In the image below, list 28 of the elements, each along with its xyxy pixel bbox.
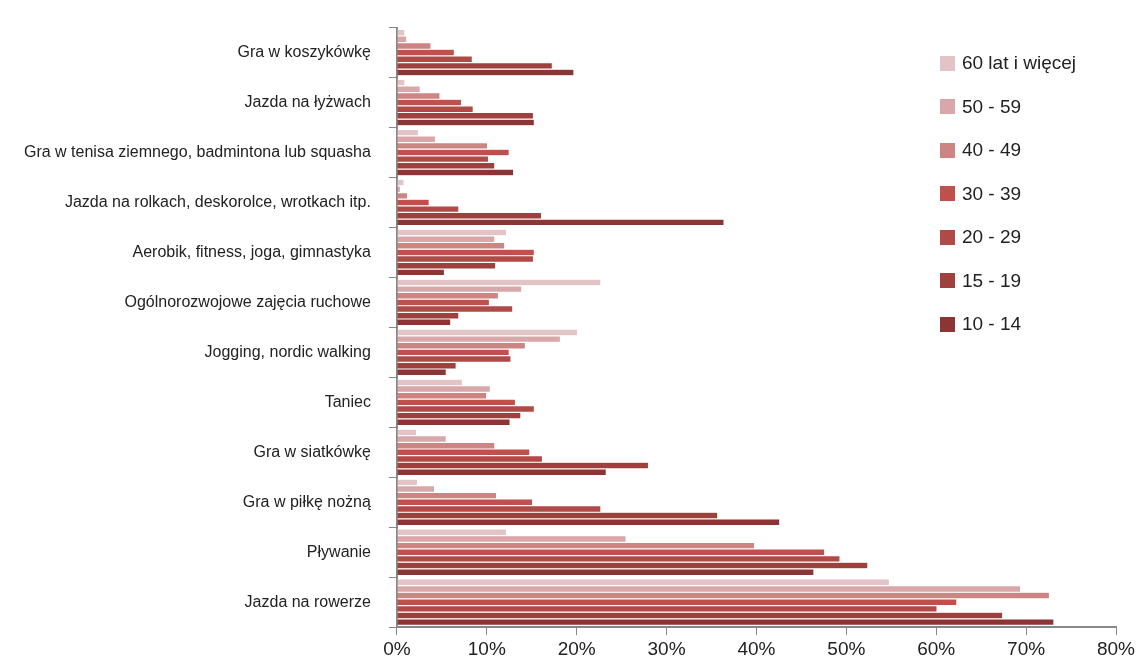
y-tick-label: Jogging, nordic walking	[204, 342, 371, 360]
x-tick-label: 40%	[737, 637, 776, 659]
y-tick-label: Ogólnorozwojowe zajęcia ruchowe	[124, 292, 371, 310]
legend-label: 30 - 39	[961, 182, 1022, 205]
x-tick-label: 0%	[383, 637, 411, 659]
y-tick-label: Jazda na łyżwach	[244, 92, 371, 110]
x-tick-label: 20%	[557, 637, 596, 659]
y-tick-label: Gra w koszykówkę	[237, 42, 371, 60]
y-tick-label: Taniec	[324, 392, 371, 410]
legend-label: 15 - 19	[961, 269, 1022, 292]
y-tick-label: Gra w piłkę nożną	[242, 492, 371, 510]
x-tick-label: 10%	[467, 637, 506, 659]
x-tick-label: 50%	[827, 637, 866, 659]
legend-label: 60 lat i więcej	[961, 52, 1076, 75]
y-tick-label: Pływanie	[306, 542, 371, 560]
y-tick-label: Aerobik, fitness, joga, gimnastyka	[132, 242, 371, 260]
x-tick-label: 60%	[917, 637, 956, 659]
legend-label: 20 - 29	[961, 226, 1022, 249]
y-tick-label: Jazda na rolkach, deskorolce, wrotkach itp.	[64, 192, 371, 210]
x-tick-label: 30%	[647, 637, 686, 659]
x-tick-label: 80%	[1096, 637, 1136, 659]
x-tick-label: 70%	[1007, 637, 1046, 659]
y-tick-label: Gra w siatkówkę	[253, 442, 371, 460]
legend-label: 40 - 49	[961, 139, 1022, 162]
legend-label: 50 - 59	[961, 95, 1022, 118]
y-tick-label: Jazda na rowerze	[244, 592, 371, 610]
legend-label: 10 - 14	[961, 313, 1022, 336]
y-tick-label: Gra w tenisa ziemnego, badmintona lub squasha	[24, 142, 371, 160]
